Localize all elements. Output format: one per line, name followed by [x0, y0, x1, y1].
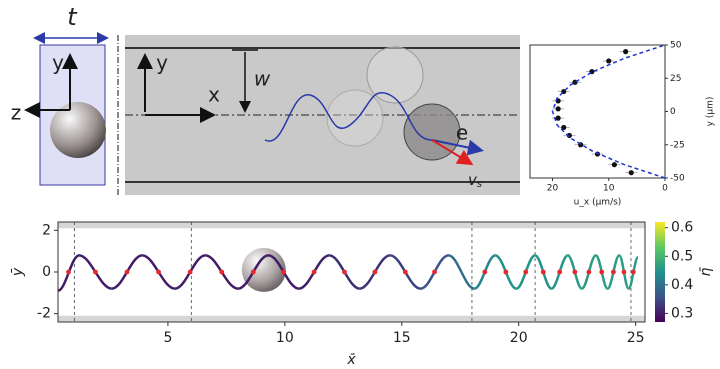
colorbar-label: η̄ [698, 267, 714, 277]
micrograph [125, 35, 520, 195]
data-point [606, 58, 612, 64]
y-tick-label: 50 [670, 41, 682, 51]
marker [540, 269, 546, 275]
marker [630, 269, 636, 275]
x-axis-label: u_x (μm/s) [574, 198, 622, 208]
x-tick-label: 0 [662, 184, 668, 194]
marker [402, 269, 408, 275]
data-point [628, 170, 634, 176]
x-tick-label: 10 [603, 184, 615, 194]
marker [187, 269, 193, 275]
x-tick-label: 15 [393, 330, 411, 346]
y-axis-label: ȳ [10, 267, 26, 277]
sketch-y-label: y [52, 51, 64, 75]
y-tick-label: 2 [42, 222, 51, 238]
sphere-sketch [24, 32, 119, 195]
data-point [555, 115, 561, 121]
fit-line [551, 44, 666, 179]
marker [156, 269, 161, 275]
sphere [241, 247, 286, 292]
marker [124, 269, 130, 275]
v-label: vs [468, 171, 482, 191]
marker [482, 269, 488, 275]
sketch-z-label: z [11, 101, 22, 125]
x-axis-label: x̄ [346, 352, 356, 368]
wall-bottom [58, 315, 645, 322]
x-tick-label: 10 [276, 330, 294, 346]
y-tick-label: 0 [42, 264, 51, 280]
x-tick-label: 20 [510, 330, 528, 346]
y-tick-label: -2 [37, 306, 51, 322]
trajectory-segment [448, 254, 475, 290]
plot-frame [57, 221, 646, 323]
colorbar-tick-label: 0.6 [671, 220, 693, 236]
colorbar-tick-label: 0.3 [671, 305, 693, 321]
marker [432, 269, 437, 275]
marker [586, 269, 592, 275]
marker [219, 269, 225, 275]
y-tick-label: -50 [670, 174, 685, 184]
plot-frame [529, 44, 666, 179]
micro-y-label: y [156, 51, 168, 75]
micro-x-label: x [208, 83, 220, 107]
colorbar-tick-label: 0.5 [671, 248, 693, 264]
v-text: v [468, 171, 478, 189]
wall-top [58, 222, 645, 229]
marker [523, 269, 529, 275]
marker [611, 269, 616, 275]
y-axis-label: y (μm) [706, 97, 716, 127]
colorbar [655, 222, 665, 322]
marker [281, 269, 287, 275]
data-point [561, 124, 567, 131]
marker [66, 269, 71, 275]
marker [250, 269, 256, 275]
y-tick-label: -25 [670, 140, 685, 150]
marker [372, 269, 378, 275]
marker [557, 269, 563, 275]
data-point [611, 162, 617, 168]
marker [503, 269, 509, 275]
marker [342, 269, 347, 275]
y-tick-label: 0 [670, 107, 676, 117]
data-point [555, 106, 561, 112]
marker [93, 269, 98, 275]
x-tick-label: 25 [627, 330, 645, 346]
marker [621, 269, 627, 275]
colorbar-tick-label: 0.4 [671, 277, 693, 293]
x-tick-label: 5 [163, 330, 172, 346]
marker [572, 269, 578, 275]
e-label: e [456, 121, 468, 145]
data-point [623, 49, 629, 55]
y-tick-label: 25 [670, 74, 681, 84]
x-tick-label: 20 [547, 184, 559, 194]
v-subscript: s [477, 179, 482, 190]
t-label: t [67, 3, 78, 31]
marker [311, 269, 317, 275]
w-label: w [254, 67, 271, 91]
marker [599, 269, 605, 275]
